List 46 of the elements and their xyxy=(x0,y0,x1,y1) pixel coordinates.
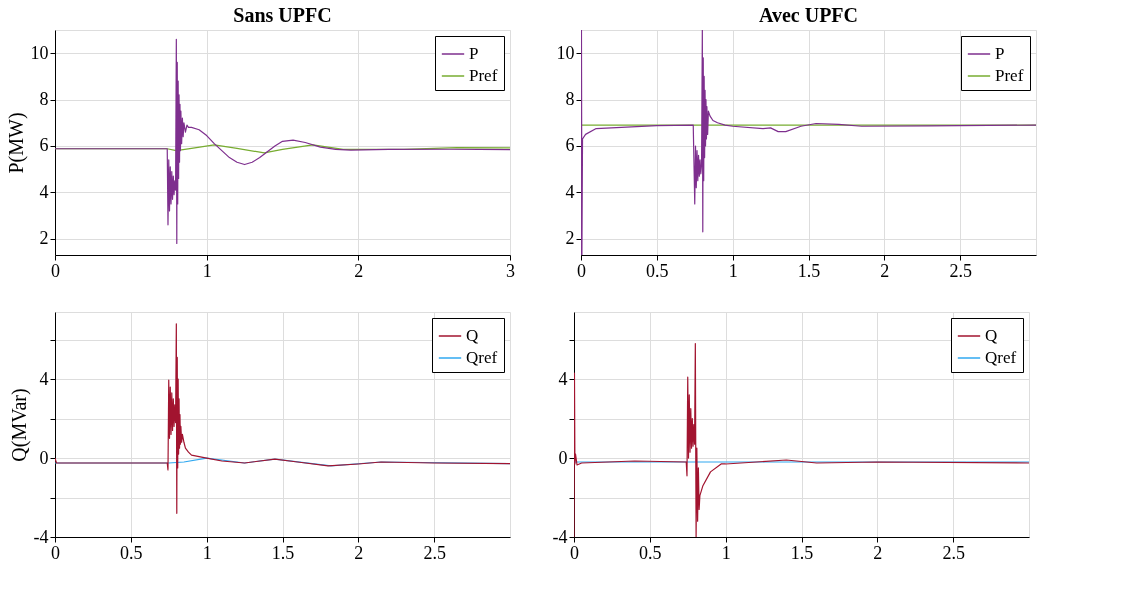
legend-label: Q xyxy=(466,326,479,345)
x-tick-label: 3 xyxy=(506,260,515,281)
x-tick-label: 0.5 xyxy=(639,542,662,563)
x-tick-label: 1 xyxy=(728,260,738,281)
x-tick-label: 2.5 xyxy=(423,542,446,563)
x-tick-label: 2.5 xyxy=(942,542,965,563)
y-tick-label: 10 xyxy=(556,42,575,63)
x-tick-label: 2 xyxy=(880,260,890,281)
chart-title: Sans UPFC xyxy=(233,4,332,26)
x-tick-label: 0.5 xyxy=(120,542,143,563)
x-tick-label: 2 xyxy=(354,260,364,281)
y-tick-label: 8 xyxy=(39,89,49,110)
y-tick-label: 2 xyxy=(565,228,575,249)
legend-label: Qref xyxy=(466,348,498,367)
x-tick-label: 1.5 xyxy=(271,542,295,563)
y-axis-title: Q(MVar) xyxy=(7,388,31,462)
y-tick-label: 8 xyxy=(565,89,575,110)
x-tick-label: 1 xyxy=(202,260,212,281)
y-tick-label: 10 xyxy=(30,42,49,63)
y-tick-label: 0 xyxy=(39,447,49,468)
y-tick-label: 6 xyxy=(39,135,49,156)
x-tick-label: 2 xyxy=(873,542,883,563)
legend-label: P xyxy=(469,44,479,63)
legend-label: Q xyxy=(985,326,998,345)
x-tick-label: 1.5 xyxy=(797,260,821,281)
legend-label: Pref xyxy=(469,66,498,85)
x-tick-label: 1 xyxy=(721,542,731,563)
y-tick-label: -4 xyxy=(552,526,568,547)
legend-label: Pref xyxy=(995,66,1024,85)
y-tick-label: 0 xyxy=(558,447,568,468)
y-tick-label: -4 xyxy=(33,526,49,547)
legend-label: Qref xyxy=(985,348,1017,367)
x-tick-label: 1 xyxy=(202,542,212,563)
x-tick-label: 1.5 xyxy=(790,542,814,563)
y-tick-label: 4 xyxy=(39,368,49,389)
y-axis-title: P(MW) xyxy=(4,112,28,174)
y-tick-label: 4 xyxy=(565,181,575,202)
legend-label: P xyxy=(995,44,1005,63)
y-tick-label: 4 xyxy=(558,368,568,389)
y-tick-label: 4 xyxy=(39,181,49,202)
chart-title: Avec UPFC xyxy=(758,4,859,26)
x-tick-label: 2.5 xyxy=(949,260,972,281)
x-tick-label: 0.5 xyxy=(646,260,669,281)
x-tick-label: 2 xyxy=(354,542,364,563)
y-tick-label: 6 xyxy=(565,135,575,156)
y-tick-label: 2 xyxy=(39,228,49,249)
